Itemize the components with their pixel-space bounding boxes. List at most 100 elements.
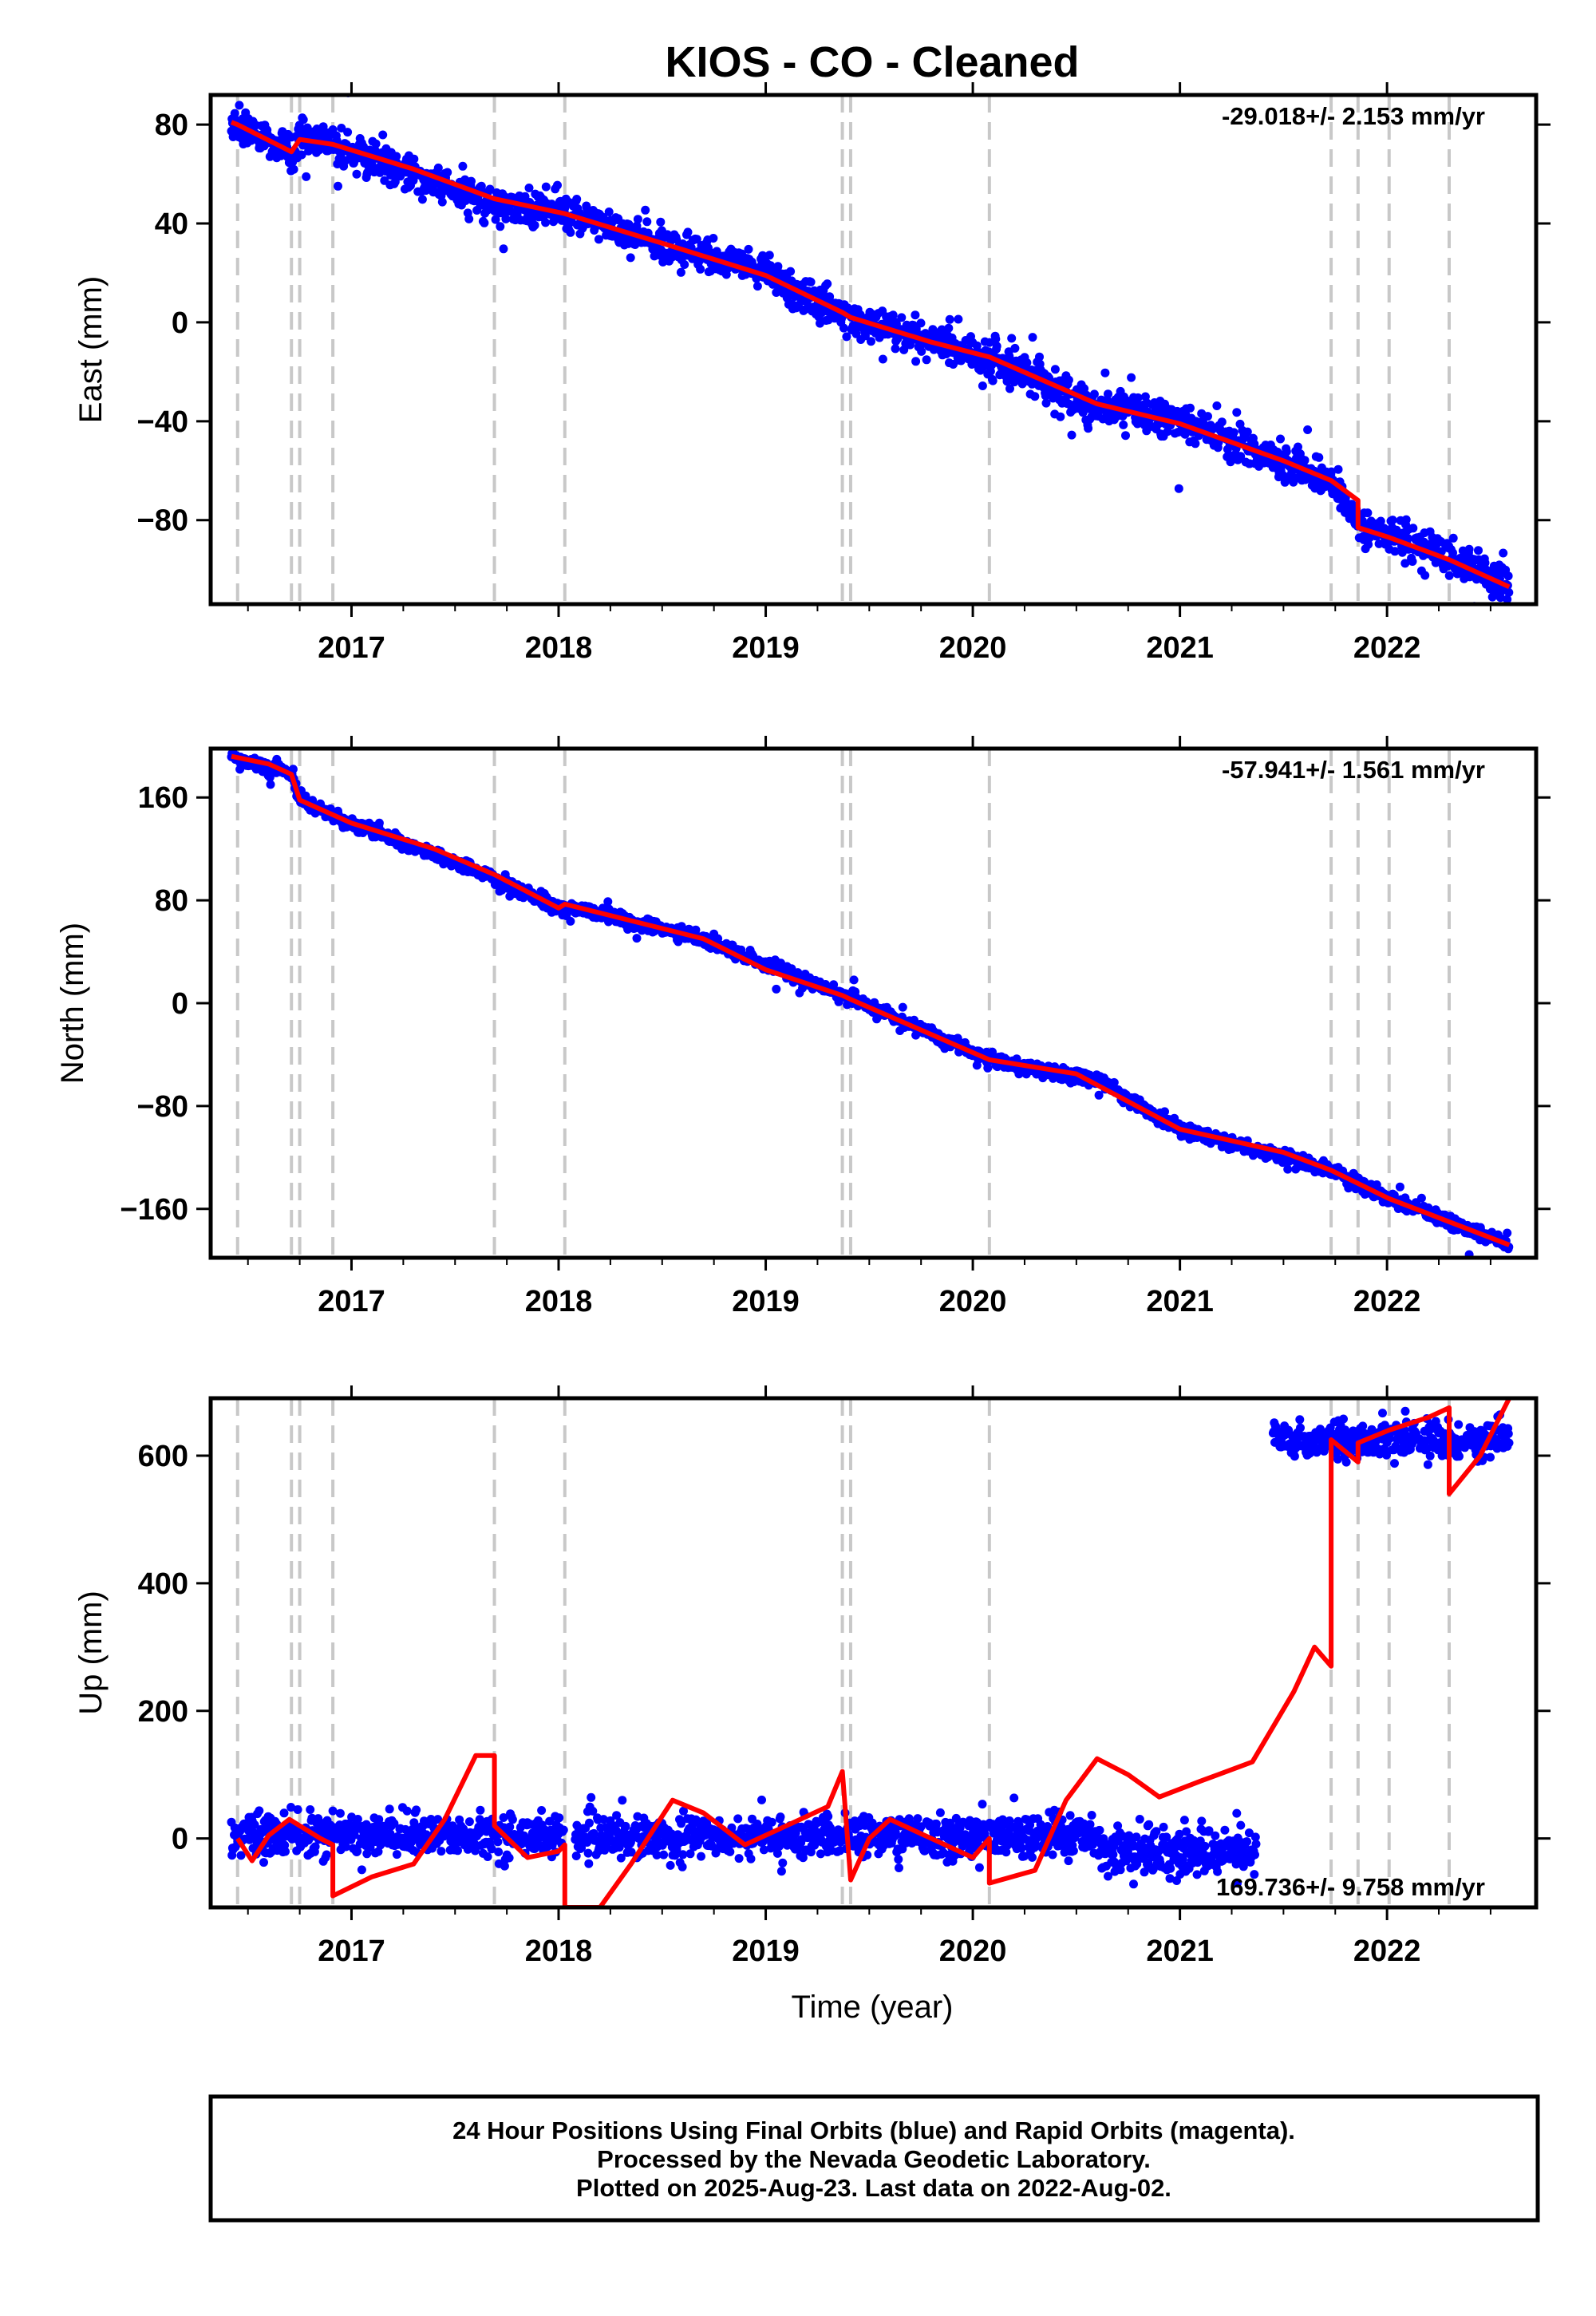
observation-point bbox=[772, 984, 781, 994]
observation-point bbox=[867, 337, 875, 346]
observation-point bbox=[337, 124, 346, 132]
observation-point bbox=[433, 1815, 443, 1824]
observation-point bbox=[476, 181, 486, 191]
observation-point bbox=[1333, 464, 1343, 474]
observation-point bbox=[491, 215, 500, 224]
observation-point bbox=[577, 1844, 587, 1852]
observation-point bbox=[343, 128, 353, 137]
observation-point bbox=[483, 1852, 492, 1861]
observation-point bbox=[1499, 548, 1508, 558]
x-tick-label: 2020 bbox=[939, 631, 1007, 665]
observation-point bbox=[1444, 571, 1454, 580]
x-tick-label: 2021 bbox=[1146, 1285, 1214, 1318]
observation-point bbox=[1300, 456, 1310, 465]
observation-point bbox=[500, 1861, 509, 1871]
event-lines bbox=[235, 95, 1451, 604]
observation-point bbox=[685, 1849, 695, 1859]
observation-point bbox=[453, 1846, 462, 1856]
observation-point bbox=[1408, 557, 1417, 566]
observation-point bbox=[1390, 547, 1400, 556]
observation-point bbox=[1364, 539, 1373, 549]
model-line bbox=[231, 753, 1511, 1247]
observation-point bbox=[1035, 352, 1044, 362]
observation-point bbox=[916, 318, 926, 328]
observation-point bbox=[1420, 571, 1430, 580]
observation-point bbox=[392, 152, 401, 161]
observation-point bbox=[911, 357, 921, 366]
observation-point bbox=[1363, 508, 1373, 518]
observation-point bbox=[378, 130, 388, 140]
observation-point bbox=[725, 1847, 735, 1856]
observation-point bbox=[480, 218, 489, 227]
y-tick-label: 80 bbox=[155, 884, 188, 918]
observation-point bbox=[494, 1848, 504, 1856]
x-tick-label: 2021 bbox=[1146, 631, 1214, 665]
observation-point bbox=[1022, 358, 1032, 367]
observation-point bbox=[1448, 533, 1458, 543]
observation-point bbox=[328, 1806, 338, 1816]
observation-point bbox=[1388, 516, 1397, 525]
observation-point bbox=[1503, 595, 1512, 604]
observation-point bbox=[790, 292, 800, 301]
observation-point bbox=[626, 253, 635, 263]
observation-point bbox=[1217, 417, 1227, 427]
observation-point bbox=[1503, 1228, 1512, 1238]
observation-point bbox=[709, 234, 718, 243]
observation-point bbox=[250, 1820, 259, 1829]
observation-points bbox=[227, 1406, 1514, 1889]
observation-point bbox=[389, 1819, 399, 1828]
observation-point bbox=[666, 1860, 675, 1870]
observation-point bbox=[501, 214, 511, 223]
observation-point bbox=[458, 161, 468, 171]
observation-point bbox=[1403, 534, 1412, 543]
observation-point bbox=[878, 354, 887, 364]
observation-point bbox=[310, 1842, 320, 1852]
observation-point bbox=[891, 344, 900, 354]
observation-point bbox=[744, 244, 753, 254]
observation-point bbox=[806, 277, 816, 287]
observation-point bbox=[603, 897, 613, 907]
y-tick-label: −80 bbox=[137, 1090, 188, 1124]
observation-point bbox=[433, 163, 443, 172]
observation-point bbox=[839, 323, 848, 333]
observation-point bbox=[679, 1806, 688, 1816]
observation-point bbox=[594, 235, 603, 244]
observation-points bbox=[227, 95, 1514, 604]
y-tick-label: 40 bbox=[155, 207, 188, 241]
observation-point bbox=[496, 222, 505, 231]
observation-point bbox=[412, 1805, 421, 1815]
observation-point bbox=[1376, 516, 1385, 526]
observation-point bbox=[612, 1811, 622, 1820]
observation-point bbox=[266, 780, 275, 789]
north-panel: 2017 2018 2019 2020 2021 2022160800−80−160Nor… bbox=[55, 736, 1551, 1318]
observation-point bbox=[508, 1815, 517, 1824]
observation-point bbox=[583, 1848, 593, 1858]
observation-point bbox=[1242, 427, 1252, 437]
observation-point bbox=[1314, 453, 1324, 462]
observation-point bbox=[334, 181, 342, 191]
observation-point bbox=[988, 376, 998, 385]
x-tick-label: 2019 bbox=[732, 1285, 800, 1318]
observation-point bbox=[1186, 403, 1195, 413]
observation-point bbox=[437, 197, 447, 207]
observation-point bbox=[621, 1821, 630, 1831]
observation-point bbox=[1326, 467, 1336, 476]
observation-point bbox=[672, 235, 681, 244]
y-axis-label: North (mm) bbox=[55, 923, 90, 1084]
observation-point bbox=[1480, 558, 1490, 567]
observation-point bbox=[373, 1847, 383, 1856]
observation-point bbox=[352, 169, 361, 179]
observation-point bbox=[1100, 368, 1110, 377]
observation-point bbox=[1121, 431, 1130, 441]
observation-point bbox=[676, 267, 685, 277]
x-tick-label: 2017 bbox=[318, 631, 385, 665]
observation-point bbox=[978, 381, 987, 390]
observation-point bbox=[1094, 1090, 1104, 1100]
observation-point bbox=[1448, 548, 1457, 558]
observation-point bbox=[421, 186, 431, 196]
observation-point bbox=[697, 1852, 705, 1861]
observation-point bbox=[1395, 1182, 1404, 1192]
observation-point bbox=[305, 144, 314, 154]
observation-point bbox=[289, 164, 298, 174]
